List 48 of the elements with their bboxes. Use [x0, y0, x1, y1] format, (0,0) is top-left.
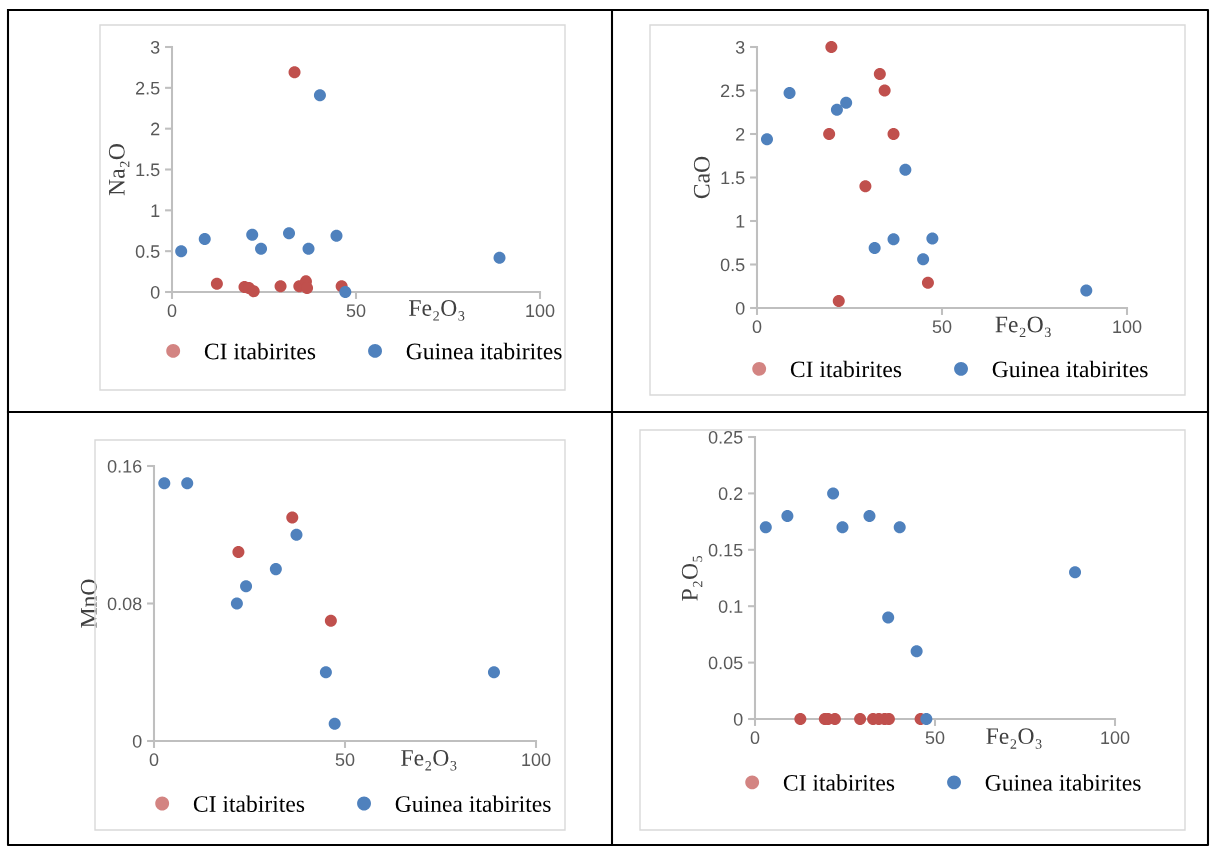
y-tick-label: 0.5: [720, 258, 745, 272]
y-axis-title: Na₂O: [108, 144, 130, 196]
y-tick-label: 2.5: [136, 81, 160, 95]
y-tick-label: 2: [736, 127, 745, 141]
y-tick-label: 3: [150, 40, 160, 54]
y-tick-label: 1.5: [721, 171, 745, 185]
x-tick-label: 100: [1101, 731, 1130, 745]
x-tick-label: 50: [925, 731, 945, 745]
y-axis-title: P₂O₅: [681, 555, 703, 601]
legend-label: Guinea itabirites: [395, 795, 551, 813]
x-tick-label: 100: [1113, 320, 1142, 334]
y-tick-label: 1: [736, 215, 745, 228]
y-tick-label: 2.5: [721, 84, 745, 98]
y-tick-label: 2: [151, 122, 160, 136]
y-tick-label: 0: [150, 285, 160, 299]
x-tick-label: 0: [752, 320, 762, 334]
y-tick-label: 0.16: [107, 459, 142, 473]
legend-label: CI itabirites: [204, 342, 316, 360]
y-tick-label: 0.25: [708, 430, 743, 444]
y-tick-label: 0.05: [708, 656, 743, 670]
x-axis-title: Fe₂O₃: [995, 316, 1051, 338]
y-tick-label: 0.08: [107, 597, 142, 611]
y-tick-label: 0.15: [708, 543, 743, 557]
y-tick-label: 0.5: [135, 245, 160, 258]
x-tick-label: 0: [750, 731, 760, 745]
x-tick-label: 50: [932, 320, 952, 334]
x-tick-label: 50: [346, 304, 366, 318]
y-axis-title: MnO: [80, 579, 97, 628]
legend-label: CI itabirites: [783, 774, 895, 791]
x-axis-title: Fe₂O₃: [986, 728, 1042, 749]
x-tick-label: 50: [335, 753, 355, 767]
x-axis-title: Fe₂O₃: [401, 750, 457, 771]
x-tick-label: 100: [522, 753, 551, 767]
x-tick-label: 100: [526, 304, 555, 318]
y-tick-label: 0: [733, 712, 743, 726]
legend-label: Guinea itabirites: [985, 774, 1141, 791]
y-tick-label: 0.1: [718, 600, 743, 613]
y-axis-title: CaO: [693, 156, 710, 199]
y-tick-label: 1: [151, 204, 160, 217]
legend-label: Guinea itabirites: [992, 360, 1148, 378]
y-tick-label: 3: [735, 40, 745, 54]
legend-label: Guinea itabirites: [406, 342, 562, 360]
y-tick-label: 1.5: [136, 163, 160, 177]
x-tick-label: 0: [167, 304, 177, 318]
legend-label: CI itabirites: [790, 360, 902, 378]
x-axis-title: Fe₂O₃: [409, 300, 465, 321]
y-tick-label: 0.2: [718, 487, 743, 501]
legend-label: CI itabirites: [193, 795, 305, 813]
